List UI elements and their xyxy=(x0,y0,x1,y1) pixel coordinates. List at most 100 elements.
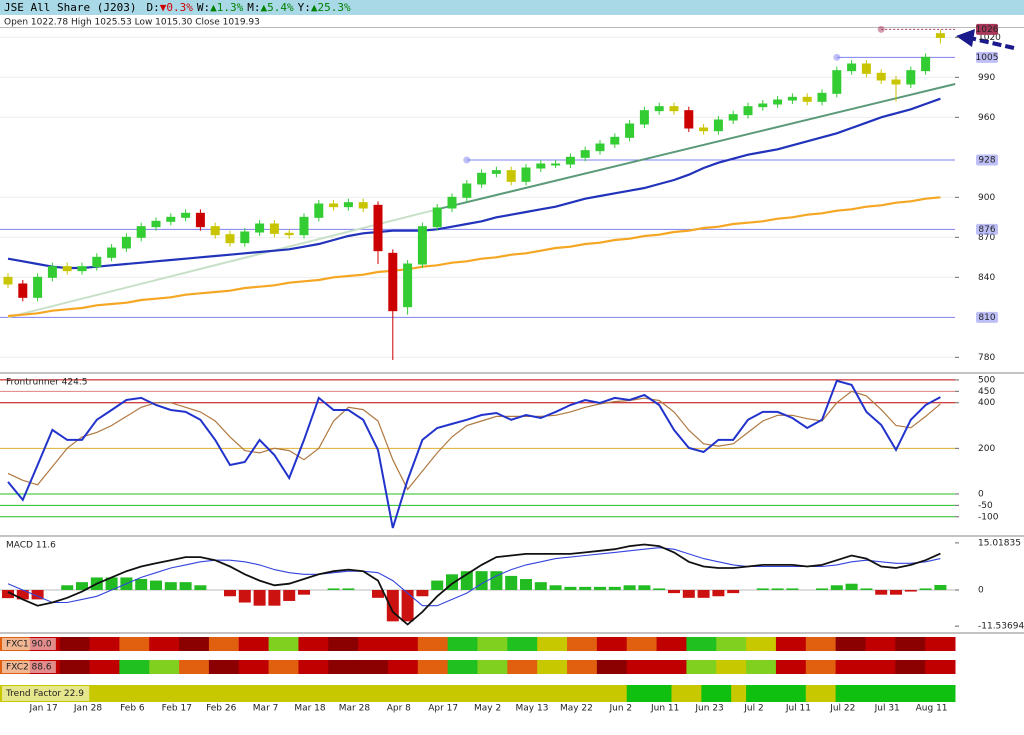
heat-cell xyxy=(149,637,180,651)
candle-body xyxy=(684,110,694,129)
heat-cell xyxy=(716,660,747,674)
y-tick-label: -100 xyxy=(978,512,999,522)
x-tick-label: Jun 23 xyxy=(694,704,723,714)
candle-body xyxy=(417,226,427,265)
heat-cell xyxy=(119,685,135,702)
candle-body xyxy=(136,226,146,238)
heat-cell xyxy=(552,685,568,702)
heat-cell xyxy=(895,685,911,702)
x-tick-label: Jun 11 xyxy=(650,704,679,714)
y-tick-label: 400 xyxy=(978,398,995,408)
histogram-bar xyxy=(682,589,695,598)
candle-body xyxy=(432,207,442,228)
histogram-bar xyxy=(194,585,207,590)
heat-cell xyxy=(596,685,613,702)
heat-cell xyxy=(835,660,866,674)
histogram-bar xyxy=(845,583,858,590)
heat-cell xyxy=(119,637,150,651)
candle-body xyxy=(166,216,176,222)
candle-body xyxy=(373,204,383,252)
heat-cell xyxy=(805,685,822,702)
heat-cell xyxy=(447,685,464,702)
header-bar: JSE All Share (J203) D:▼0.3% W:▲1.3% M:▲5.4… xyxy=(0,0,1024,15)
heat-cell xyxy=(761,685,777,702)
y-tick-label: 200 xyxy=(978,444,995,454)
heat-cell xyxy=(417,685,434,702)
heat-cell xyxy=(208,660,240,674)
heat-cell xyxy=(940,685,956,702)
histogram-bar xyxy=(904,589,917,592)
histogram-bar xyxy=(238,589,251,603)
candle-body xyxy=(92,256,102,268)
histogram-bar xyxy=(697,589,710,598)
stat-label: Y: xyxy=(297,1,311,14)
level-anchor xyxy=(463,156,471,164)
heat-cell xyxy=(298,685,314,702)
histogram-bar xyxy=(890,589,902,595)
heat-cell xyxy=(507,660,538,674)
y-tick-label: 840 xyxy=(978,273,995,283)
y-tick-label: 0 xyxy=(978,489,984,499)
histogram-bar xyxy=(934,584,947,590)
heat-cell xyxy=(59,660,91,674)
heat-cell xyxy=(417,660,449,674)
candle-body xyxy=(551,163,561,166)
indicator-line xyxy=(7,390,941,491)
heat-cell xyxy=(910,685,926,702)
macd-line xyxy=(7,543,941,626)
heat-cell xyxy=(716,685,732,702)
heat-cell xyxy=(775,637,807,651)
stat-change: ▲1.3% xyxy=(210,1,244,14)
candle-body xyxy=(565,156,575,165)
level-label: 810 xyxy=(978,313,995,323)
heat-cell xyxy=(865,660,896,674)
histogram-bar xyxy=(342,588,355,590)
histogram-bar xyxy=(520,579,532,590)
heat-cell xyxy=(581,685,598,702)
heat-cell xyxy=(417,637,449,651)
heat-cell xyxy=(164,685,180,702)
candle-body xyxy=(625,123,635,138)
histogram-bar xyxy=(875,589,888,595)
candle-body xyxy=(329,203,339,208)
title-box xyxy=(2,661,56,673)
ohlc-info: Open 1022.78 High 1025.53 Low 1015.30 Cl… xyxy=(4,18,260,28)
histogram-bar xyxy=(860,588,873,590)
x-tick-label: Feb 26 xyxy=(206,704,237,714)
candle-body xyxy=(713,119,723,132)
candle-body xyxy=(447,196,457,209)
candle-body xyxy=(195,212,205,228)
candle-body xyxy=(107,247,117,258)
header-title: JSE All Share (J203) xyxy=(4,1,137,14)
y-tick-label: 500 xyxy=(978,375,995,385)
heat-cell xyxy=(537,637,568,651)
candle-body xyxy=(255,223,265,233)
heat-cell xyxy=(686,637,717,651)
heat-cell xyxy=(358,637,389,651)
x-tick-label: Jul 11 xyxy=(785,704,811,714)
candle-body xyxy=(18,283,28,298)
heat-cell xyxy=(522,685,538,702)
x-tick-label: May 22 xyxy=(560,704,593,714)
candle-body xyxy=(610,136,620,145)
heat-cell xyxy=(208,685,225,702)
x-tick-label: Apr 8 xyxy=(387,704,411,714)
candle-body xyxy=(787,96,797,101)
candle-body xyxy=(358,202,368,209)
candle-body xyxy=(595,143,605,152)
histogram-bar xyxy=(771,588,784,590)
heat-cell xyxy=(567,660,598,674)
heat-cell xyxy=(402,685,419,702)
level-box xyxy=(976,23,998,35)
x-tick-label: Jul 22 xyxy=(829,704,855,714)
candle-body xyxy=(699,127,709,132)
heat-cell xyxy=(925,685,941,702)
histogram-bar xyxy=(105,577,118,590)
heat-cell xyxy=(507,685,523,702)
candle-body xyxy=(462,183,472,198)
heat-cell xyxy=(179,660,210,674)
candle-body xyxy=(817,92,827,102)
histogram-bar xyxy=(416,589,429,597)
